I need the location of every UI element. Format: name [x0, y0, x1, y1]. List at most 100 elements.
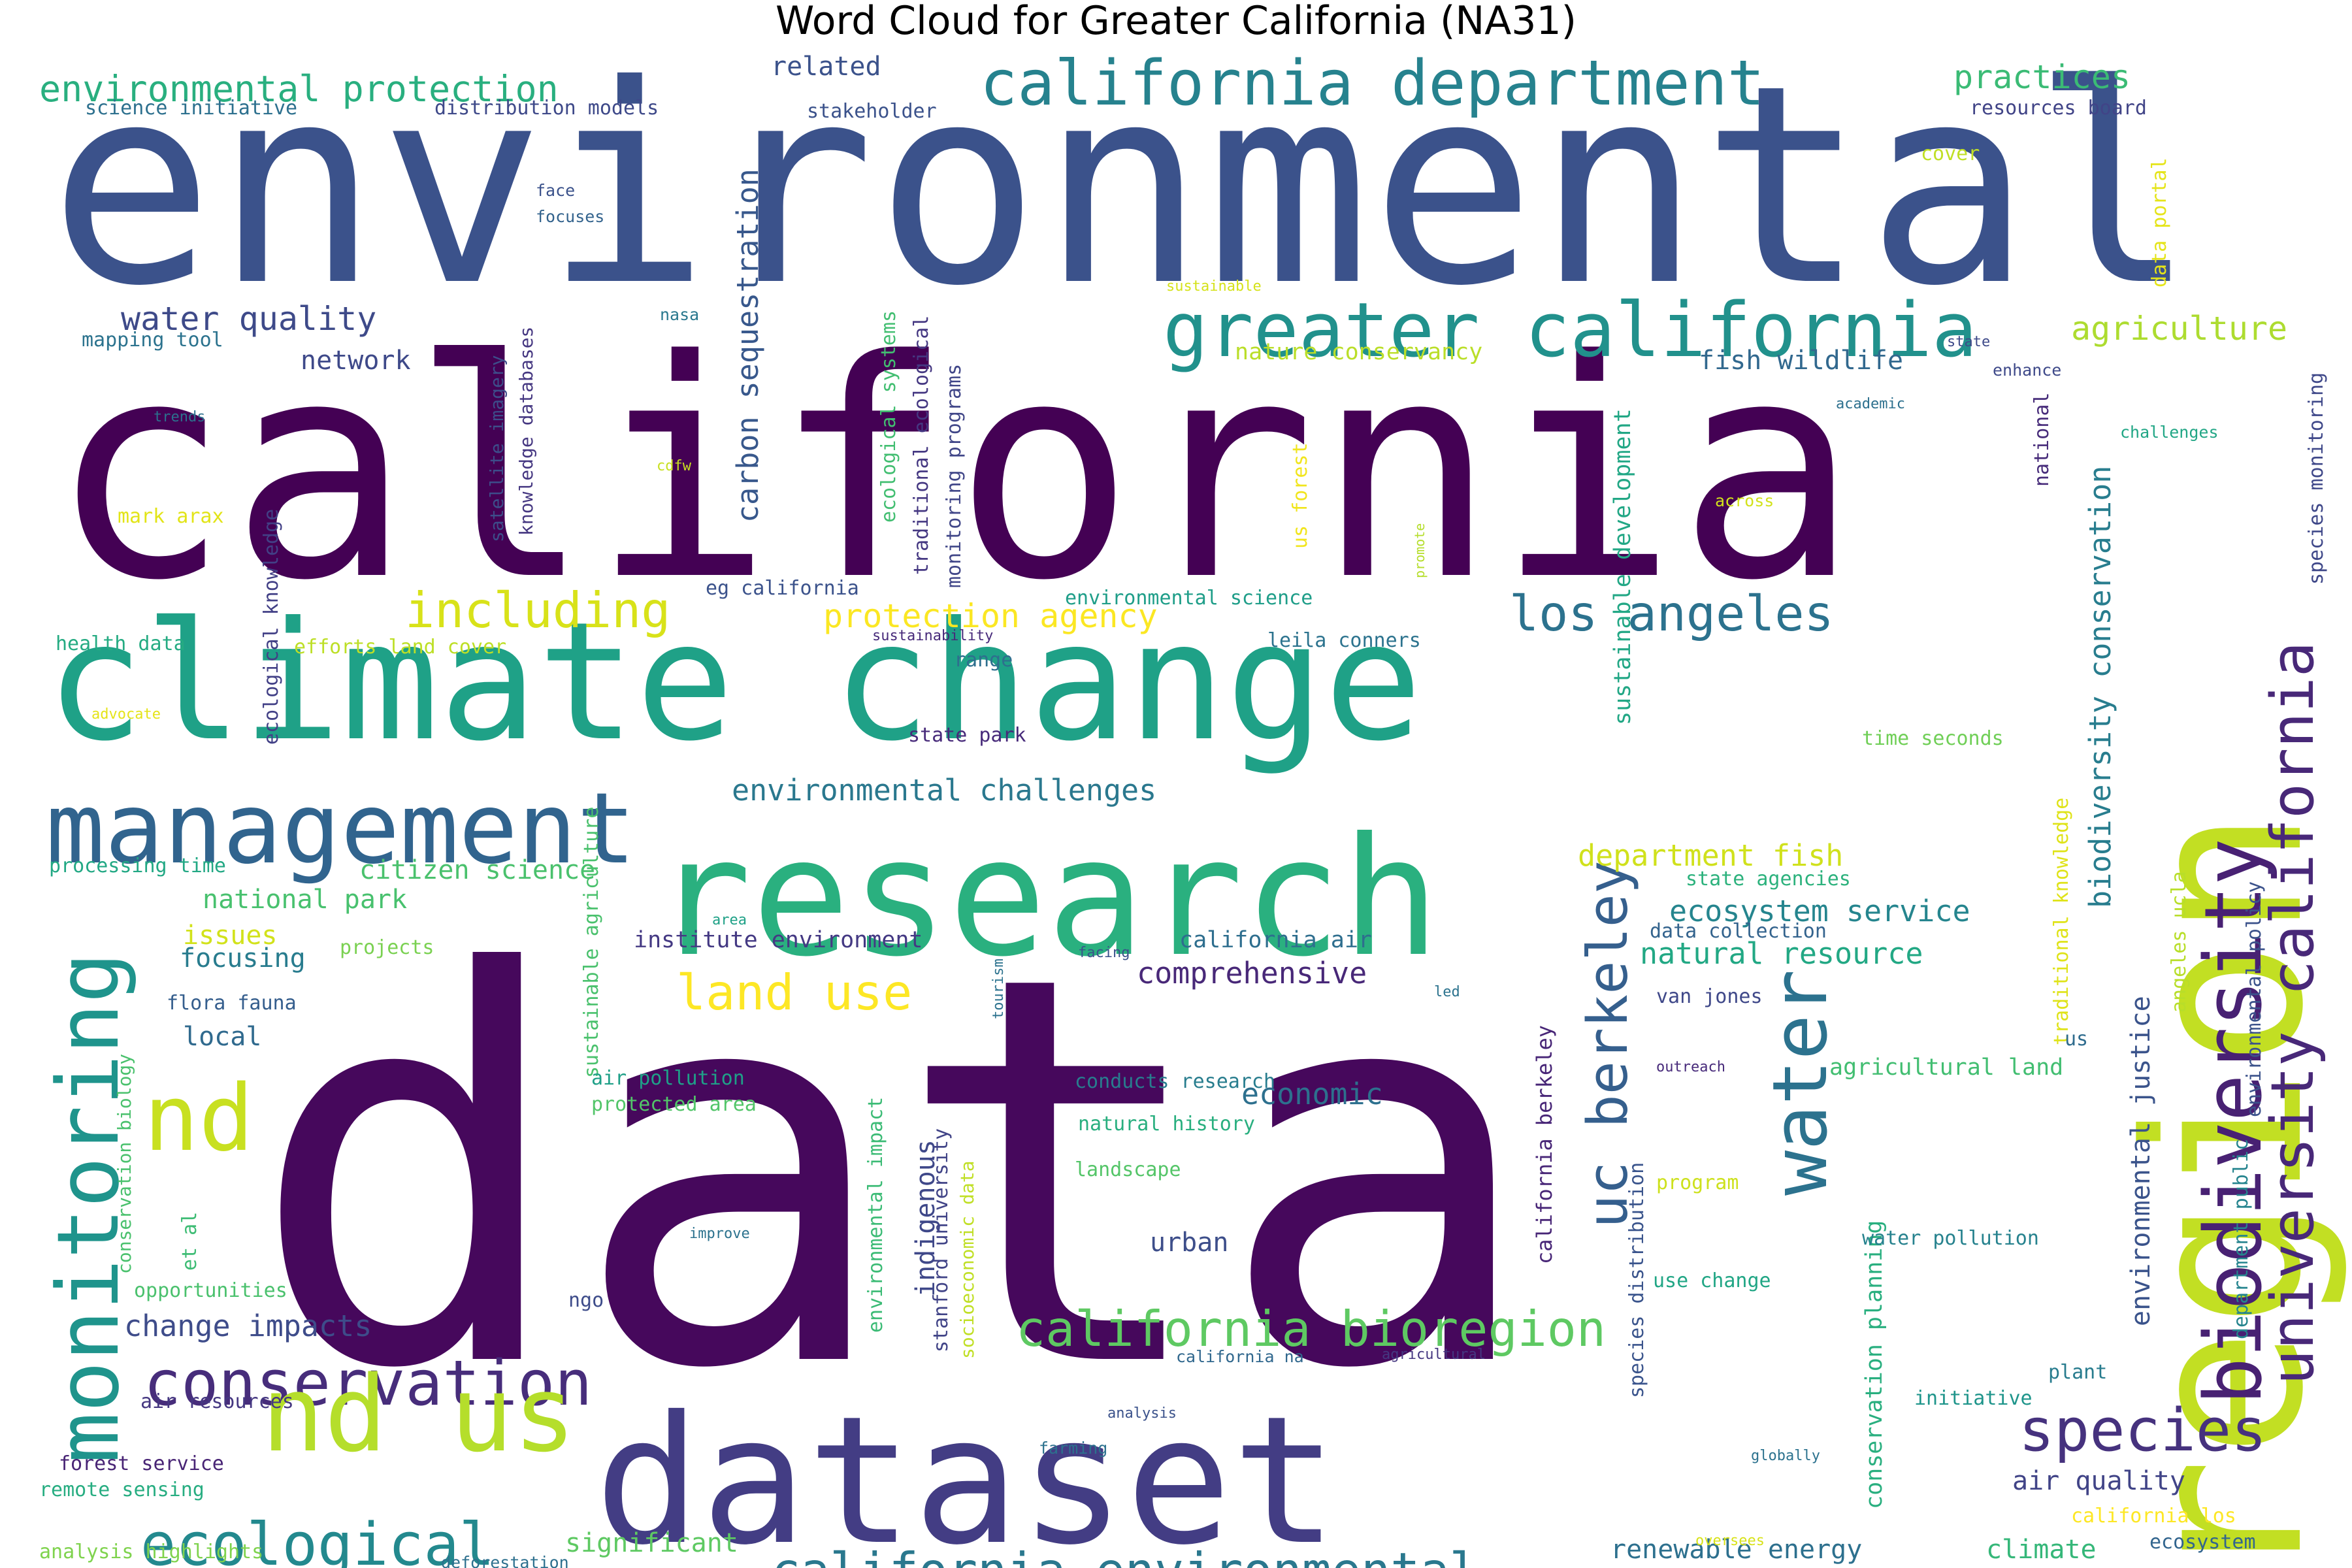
cloud-word: agricultural: [1382, 1347, 1486, 1363]
cloud-word: enhance: [1993, 361, 2061, 380]
cloud-word: use change: [1653, 1269, 1771, 1292]
cloud-word: california environmental: [771, 1542, 1479, 1568]
cloud-word: protection agency: [823, 597, 1158, 635]
cloud-word: significant: [565, 1528, 738, 1558]
cloud-word: environmental: [49, 27, 2197, 346]
cloud-word: ecosystem: [2149, 1531, 2256, 1554]
cloud-word: environmental protection: [39, 68, 559, 110]
cloud-word: promote: [1412, 523, 1428, 578]
cloud-word: knowledge databases: [515, 327, 537, 536]
cloud-word: advocate: [91, 706, 161, 723]
cloud-word: challenges: [2120, 423, 2219, 442]
cloud-word: urban: [1150, 1228, 1228, 1258]
cloud-word: agricultural land: [1829, 1054, 2063, 1081]
cloud-word: socioeconomic data: [956, 1161, 978, 1359]
cloud-word: outreach: [1656, 1059, 1725, 1075]
cloud-word: university california: [2259, 642, 2327, 1385]
cloud-word: land use: [676, 964, 912, 1021]
cloud-word: us: [2065, 1028, 2088, 1051]
cloud-word: environmental science: [1065, 587, 1313, 610]
cloud-word: sustainability: [872, 628, 993, 644]
cloud-word: environmental challenges: [732, 773, 1156, 808]
cloud-word: resources board: [1970, 97, 2147, 120]
cloud-word: carbon sequestration: [730, 169, 765, 523]
cloud-word: california berkeley: [1532, 1025, 1557, 1264]
cloud-word: program: [1656, 1171, 1739, 1194]
cloud-word: landscape: [1075, 1158, 1181, 1181]
cloud-word: mark arax: [118, 505, 224, 528]
cloud-word: indigenous: [911, 1139, 941, 1297]
cloud-word: trends: [154, 409, 205, 425]
cloud-word: facing: [1078, 945, 1130, 961]
cloud-word: fish wildlife: [1699, 346, 1903, 376]
cloud-word: deforestation: [441, 1553, 569, 1568]
cloud-word: globally: [1751, 1448, 1820, 1464]
cloud-word: ngo: [568, 1289, 604, 1312]
cloud-word: nasa: [660, 305, 699, 324]
cloud-word: analysis highlights: [39, 1541, 263, 1563]
cloud-word: health data: [56, 632, 186, 655]
cloud-word: climate: [1986, 1535, 2097, 1565]
cloud-word: across: [1715, 491, 1774, 510]
cloud-word: focuses: [536, 207, 604, 226]
cloud-word: academic: [1836, 396, 1905, 412]
cloud-word: data: [248, 862, 1539, 1486]
cloud-word: natural resource: [1640, 936, 1923, 971]
cloud-word: sustainable development: [1610, 408, 1636, 725]
cloud-word: satellite imagery: [486, 355, 508, 542]
cloud-word: including: [405, 581, 670, 639]
cloud-word: ecological: [140, 1511, 495, 1568]
cloud-word: angeles ucla: [2168, 871, 2191, 1013]
cloud-word: research: [653, 802, 1440, 992]
cloud-word: et al: [178, 1212, 201, 1271]
cloud-word: natural history: [1078, 1113, 1255, 1135]
cloud-word: climate change: [46, 587, 1422, 777]
cloud-word: california na: [1176, 1347, 1304, 1366]
cloud-word: data collection: [1650, 920, 1827, 943]
cloud-word: air resources: [140, 1390, 294, 1413]
cloud-word: change impacts: [124, 1309, 372, 1343]
cloud-word: california: [49, 297, 1858, 646]
cloud-word: analysis: [1107, 1405, 1177, 1422]
cloud-word: leila conners: [1267, 629, 1421, 652]
cloud-word: water quality: [121, 300, 376, 338]
cloud-word: conservation biology: [114, 1054, 135, 1274]
cloud-word: stanford university: [930, 1128, 953, 1352]
cloud-word: water: [1757, 970, 1844, 1196]
cloud-word: ecological systems: [877, 310, 900, 523]
cloud-word: distribution models: [434, 97, 659, 120]
cloud-word: environmental policy: [2243, 881, 2266, 1117]
cloud-word: department fish: [1578, 838, 1843, 873]
cloud-word: institute environment: [634, 927, 923, 953]
cloud-word: opportunities: [134, 1279, 287, 1302]
cloud-word: face: [536, 181, 575, 200]
cloud-word: protected area: [591, 1093, 757, 1116]
cloud-word: water pollution: [1862, 1227, 2039, 1250]
cloud-word: biodiversity conservation: [2083, 466, 2117, 908]
cloud-word: species monitoring: [2305, 372, 2328, 585]
cloud-word: us forest: [1289, 442, 1312, 549]
cloud-word: cover: [1921, 142, 1980, 165]
cloud-word: related: [771, 52, 881, 82]
cloud-word: cdfw: [657, 458, 692, 474]
cloud-word: processing time: [49, 855, 226, 877]
cloud-word: california los: [2071, 1505, 2236, 1527]
cloud-word: area: [712, 912, 747, 928]
cloud-word: region: [2100, 809, 2351, 1568]
cloud-word: species: [2019, 1396, 2266, 1465]
cloud-word: projects: [340, 936, 434, 959]
cloud-word: sustainable agriculture: [580, 807, 603, 1078]
cloud-word: oversees: [1695, 1533, 1765, 1549]
cloud-word: air pollution: [591, 1067, 745, 1090]
cloud-word: farming: [1039, 1439, 1107, 1458]
cloud-word: national park: [203, 885, 407, 915]
cloud-word: california bioregion: [1016, 1300, 1606, 1358]
cloud-word: focusing: [180, 943, 306, 973]
cloud-word: traditional knowledge: [2050, 798, 2073, 1045]
cloud-word: science initiative: [85, 97, 297, 120]
cloud-word: stakeholder: [807, 100, 937, 123]
cloud-word: renewable energy: [1610, 1535, 1862, 1565]
cloud-word: environmental justice: [2126, 996, 2156, 1326]
cloud-word: efforts land cover: [294, 636, 506, 659]
cloud-word: environmental impact: [864, 1097, 887, 1333]
